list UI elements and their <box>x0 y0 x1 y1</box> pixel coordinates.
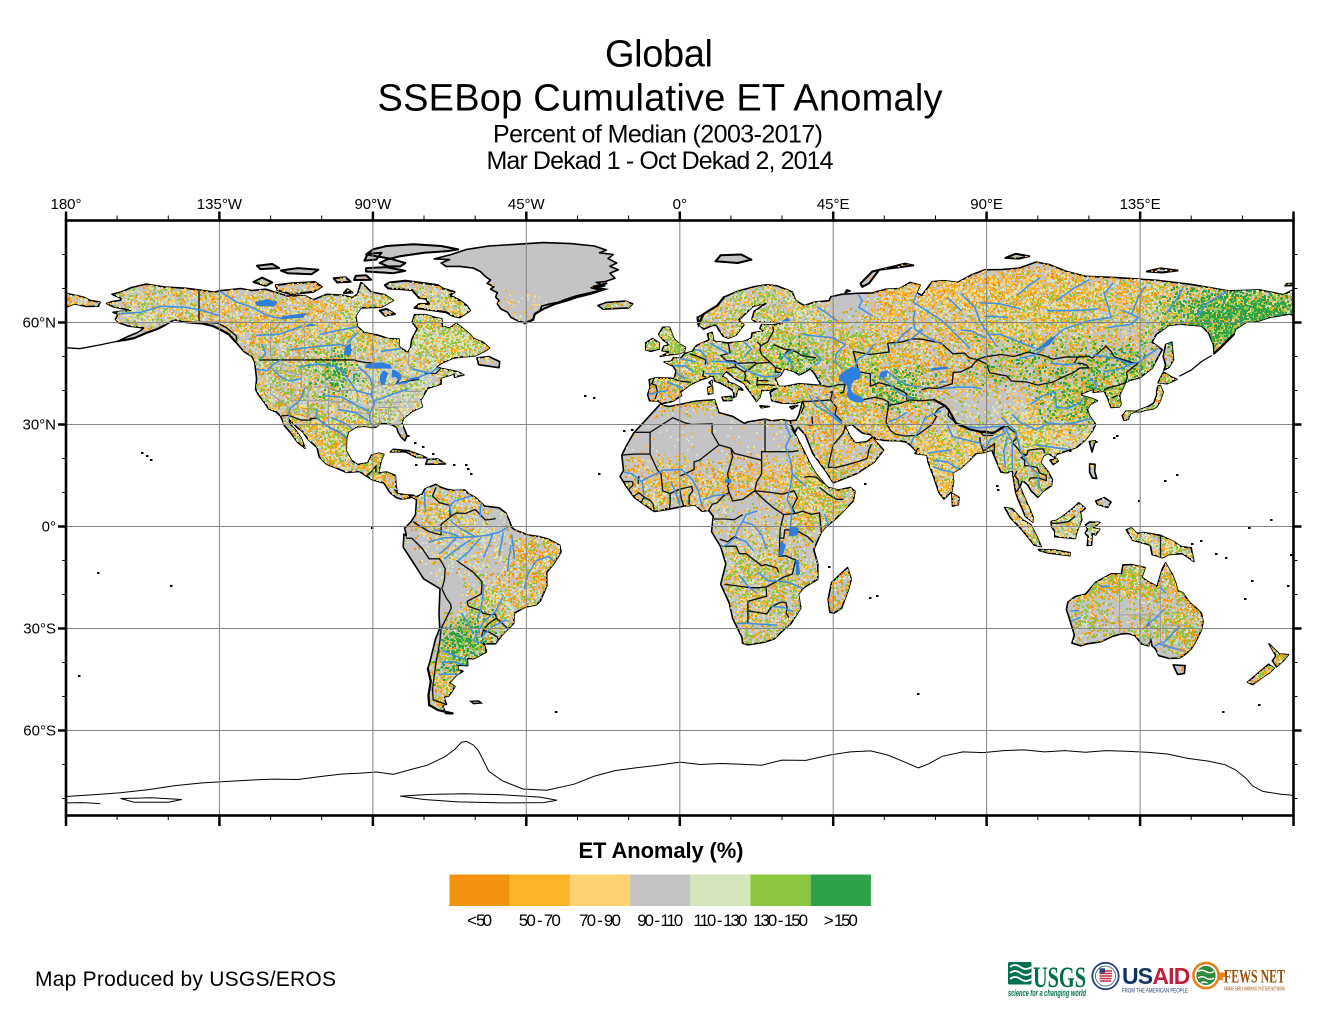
svg-text:110 - 130: 110 - 130 <box>693 911 747 930</box>
svg-text:USGS: USGS <box>1033 961 1086 994</box>
svg-text:science for a changing world: science for a changing world <box>1008 988 1086 998</box>
svg-text:135°W: 135°W <box>197 196 243 213</box>
svg-text:30°S: 30°S <box>23 621 56 638</box>
svg-text:FEWS NET: FEWS NET <box>1224 967 1285 988</box>
svg-text:135°E: 135°E <box>1120 196 1161 213</box>
svg-text:90°W: 90°W <box>354 196 392 213</box>
svg-text:Map Produced by USGS/EROS: Map Produced by USGS/EROS <box>35 968 336 991</box>
svg-text:Percent of Median (2003-2017): Percent of Median (2003-2017) <box>493 121 823 149</box>
svg-text:50 - 70: 50 - 70 <box>519 911 561 930</box>
svg-text:Mar Dekad 1 - Oct Dekad 2, 201: Mar Dekad 1 - Oct Dekad 2, 2014 <box>487 147 834 175</box>
svg-text:ET Anomaly (%): ET Anomaly (%) <box>579 838 744 863</box>
svg-text:90°E: 90°E <box>970 196 1003 213</box>
svg-text:0°: 0° <box>673 196 687 213</box>
svg-text:0°: 0° <box>42 519 56 536</box>
svg-text:70 - 90: 70 - 90 <box>579 911 621 930</box>
svg-text:90 - 110: 90 - 110 <box>637 911 683 930</box>
svg-text:SSEBop Cumulative ET Anomaly: SSEBop Cumulative ET Anomaly <box>378 78 943 120</box>
svg-text:45°W: 45°W <box>508 196 546 213</box>
svg-text:FROM THE AMERICAN PEOPLE: FROM THE AMERICAN PEOPLE <box>1122 988 1188 995</box>
svg-text:Global: Global <box>605 34 713 76</box>
svg-text:180°: 180° <box>50 196 81 213</box>
svg-text:< 50: < 50 <box>467 911 492 930</box>
svg-text:FAMINE EARLY WARNING SYSTEMS N: FAMINE EARLY WARNING SYSTEMS NETWORK <box>1224 987 1285 993</box>
svg-text:60°N: 60°N <box>22 315 56 332</box>
svg-text:> 150: > 150 <box>824 911 858 930</box>
svg-text:60°S: 60°S <box>23 723 56 740</box>
svg-text:30°N: 30°N <box>22 417 56 434</box>
svg-text:45°E: 45°E <box>817 196 850 213</box>
svg-text:130 - 150: 130 - 150 <box>753 911 808 930</box>
svg-text:USAID: USAID <box>1122 963 1190 989</box>
